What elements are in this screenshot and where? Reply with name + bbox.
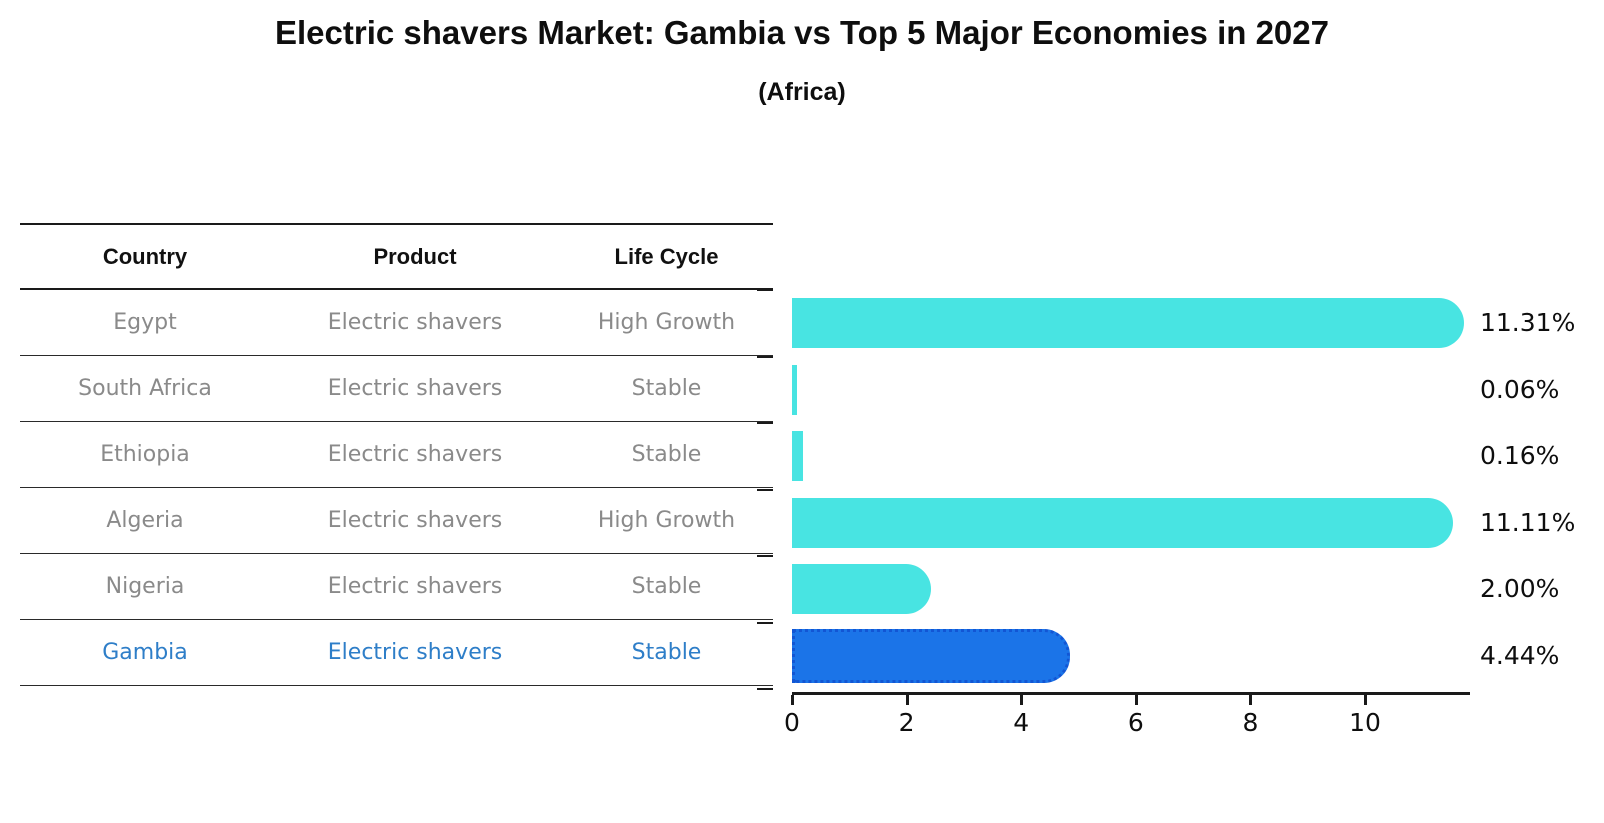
table-body: Egypt Electric shavers High Growth South Af…: [20, 290, 773, 686]
bar-south-africa: [792, 364, 798, 415]
bar-gambia: [792, 628, 1071, 683]
y-axis-tick: [757, 555, 773, 557]
table-row-south-africa: South Africa Electric shavers Stable: [20, 356, 773, 422]
x-axis-tick: [1364, 695, 1367, 705]
cell-country: Gambia: [102, 640, 188, 665]
cell-life-cycle: Stable: [631, 376, 702, 401]
cell-life-cycle: Stable: [631, 574, 702, 599]
cell-country: Algeria: [106, 508, 184, 533]
cell-product: Electric shavers: [327, 376, 503, 401]
x-axis-tick: [791, 695, 794, 705]
chart-subtitle: (Africa): [758, 78, 846, 106]
cell-life-cycle: Stable: [631, 442, 702, 467]
y-axis-tick: [757, 422, 773, 424]
cell-product: Electric shavers: [327, 640, 503, 665]
table-header-row: Country Product Life Cycle: [20, 223, 773, 290]
x-axis-tick-label: 0: [784, 708, 800, 737]
cell-life-cycle: Stable: [631, 640, 702, 665]
value-label-nigeria: 2.00%: [1480, 574, 1560, 604]
cell-country: Egypt: [113, 310, 177, 335]
y-axis-tick: [757, 355, 773, 358]
cell-country: Ethiopia: [100, 442, 190, 467]
y-axis-tick: [757, 488, 773, 491]
value-label-ethiopia: 0.16%: [1480, 441, 1560, 471]
y-axis-tick: [757, 688, 773, 690]
table-row-ethiopia: Ethiopia Electric shavers Stable: [20, 422, 773, 488]
table-header-life-cycle: Life Cycle: [614, 243, 719, 269]
x-axis-tick: [905, 695, 909, 705]
cell-country: Nigeria: [105, 574, 185, 599]
y-axis-tick: [757, 621, 773, 624]
table-row-gambia: Gambia Electric shavers Stable: [20, 620, 773, 686]
table-header-country: Country: [102, 243, 188, 269]
x-axis-tick-label: 4: [1013, 708, 1030, 737]
bar-nigeria: [792, 564, 931, 614]
y-axis-tick: [757, 289, 773, 291]
x-axis-tick-label: 6: [1127, 708, 1144, 737]
x-axis-tick: [1134, 695, 1138, 705]
bar-egypt: [792, 298, 1465, 348]
x-axis-tick: [1249, 695, 1253, 705]
cell-life-cycle: High Growth: [597, 310, 736, 335]
bar-algeria: [792, 497, 1453, 548]
value-label-gambia: 4.44%: [1480, 640, 1560, 670]
cell-country: South Africa: [78, 376, 212, 401]
table-header-product: Product: [373, 243, 457, 269]
x-axis-tick: [1020, 695, 1024, 705]
value-label-south-africa: 0.06%: [1480, 374, 1560, 404]
value-label-egypt: 11.31%: [1480, 308, 1576, 338]
cell-product: Electric shavers: [327, 574, 503, 599]
bar-ethiopia: [792, 431, 804, 481]
x-axis-tick-label: 10: [1349, 708, 1381, 737]
x-axis-tick-label: 2: [898, 708, 915, 737]
value-label-algeria: 11.11%: [1480, 507, 1576, 537]
country-info-table: Country Product Life Cycle Egypt Electric…: [20, 223, 773, 686]
x-axis-tick-label: 8: [1242, 708, 1259, 737]
table-row-algeria: Algeria Electric shavers High Growth: [20, 488, 773, 554]
cell-life-cycle: High Growth: [597, 508, 736, 533]
cell-product: Electric shavers: [327, 442, 503, 467]
cell-product: Electric shavers: [327, 310, 503, 335]
table-row-nigeria: Nigeria Electric shavers Stable: [20, 554, 773, 620]
cell-product: Electric shavers: [327, 508, 503, 533]
x-axis-line: [792, 692, 1470, 695]
chart-title: Electric shavers Market: Gambia vs Top 5…: [275, 14, 1329, 51]
table-row-egypt: Egypt Electric shavers High Growth: [20, 290, 773, 356]
